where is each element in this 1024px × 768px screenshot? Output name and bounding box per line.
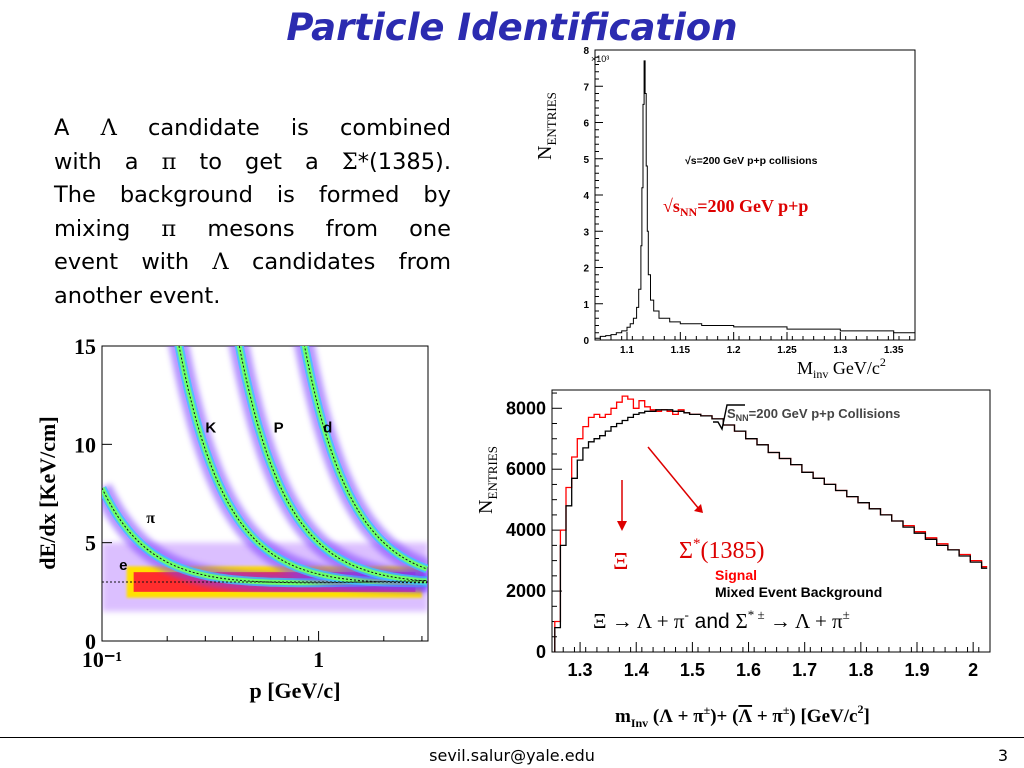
decay-annotation: Ξ → Λ + π- and Σ* ± → Λ + π± bbox=[593, 607, 850, 633]
band-π-curve bbox=[102, 487, 427, 584]
x-tick-label: 1 bbox=[313, 647, 324, 672]
y-axis-label: NENTRIES bbox=[534, 92, 559, 160]
band-label: e bbox=[119, 557, 127, 574]
y-tick-label: 8 bbox=[583, 46, 589, 57]
sigma-annotation: Σ*(1385) bbox=[679, 536, 764, 564]
band-label: π bbox=[146, 510, 155, 527]
background-series-line bbox=[554, 409, 988, 652]
legend-entry: Signal bbox=[715, 567, 757, 583]
x-axis-label: Minv GeV/c2 bbox=[797, 355, 886, 380]
y-tick-label: 4000 bbox=[506, 520, 546, 540]
y-tick-label: 4 bbox=[583, 191, 589, 202]
xi-annotation: Ξ bbox=[613, 549, 628, 575]
x-tick-label: 2 bbox=[968, 660, 978, 680]
paragraph-line: with a π to get a Σ*(1385). bbox=[54, 148, 451, 175]
band-p-curve bbox=[238, 346, 427, 582]
x-tick-label: 1.4 bbox=[624, 660, 649, 680]
sigma-arrow bbox=[647, 446, 700, 510]
inner-label: √s=200 GeV p+p collisions bbox=[685, 155, 818, 167]
footer-email: sevil.salur@yale.edu bbox=[429, 746, 595, 765]
y-tick-label: 0 bbox=[536, 642, 546, 662]
band-label: P bbox=[274, 420, 284, 437]
x-axis-label: mInv (Λ + π±)+ (Λ + π±) [GeV/c2] bbox=[615, 702, 870, 730]
legend-entry: Mixed Event Background bbox=[715, 584, 882, 600]
x-tick-label: 1.3 bbox=[833, 345, 847, 356]
y-tick-label: 1 bbox=[583, 300, 589, 311]
footer-divider bbox=[0, 737, 1024, 738]
slide-title: Particle Identification bbox=[286, 6, 738, 49]
y-tick-label: 2000 bbox=[506, 581, 546, 601]
x-tick-label: 1.15 bbox=[671, 345, 691, 356]
y-axis-label: dE/dx [KeV/cm] bbox=[35, 416, 60, 569]
y-tick-label: 3 bbox=[583, 227, 589, 238]
y-tick-label: 5 bbox=[583, 155, 589, 166]
x-tick-label: 1.1 bbox=[620, 345, 634, 356]
y-axis-label: NENTRIES bbox=[475, 446, 500, 514]
y-tick-label: 7 bbox=[583, 82, 589, 93]
band-label: d bbox=[323, 420, 332, 437]
y-tick-label: 2 bbox=[583, 264, 589, 275]
paragraph-line: The background is formed by bbox=[54, 182, 451, 208]
x-tick-label: 1.25 bbox=[777, 345, 797, 356]
x-tick-label: 1.2 bbox=[727, 345, 741, 356]
x-tick-label: 10⁻¹ bbox=[82, 647, 122, 672]
x-axis-label: p [GeV/c] bbox=[249, 678, 340, 703]
svg-text:SNN=200 GeV p+p Collisions: SNN=200 GeV p+p Collisions bbox=[727, 406, 900, 423]
paragraph-line: A Λ candidate is combined bbox=[54, 115, 451, 141]
description-paragraph: A Λ candidate is combined with a π to get… bbox=[54, 112, 451, 313]
energy-annotation: √sNN=200 GeV p+p bbox=[663, 196, 808, 219]
x-tick-label: 1.8 bbox=[848, 660, 873, 680]
y-tick-label: 5 bbox=[85, 531, 96, 556]
y-tick-label: 10 bbox=[74, 432, 96, 457]
y-tick-label: 0 bbox=[85, 629, 96, 654]
band-d-curve bbox=[304, 346, 428, 570]
x-tick-label: 1.5 bbox=[680, 660, 705, 680]
band-label: K bbox=[205, 420, 216, 437]
x-tick-label: 1.3 bbox=[568, 660, 593, 680]
paragraph-line: another event. bbox=[54, 282, 221, 309]
x-tick-label: 1.7 bbox=[792, 660, 817, 680]
y-tick-label: 6 bbox=[583, 119, 589, 130]
x-tick-label: 1.6 bbox=[736, 660, 761, 680]
lambda-peak-chart: 0 1 2 3 4 5 6 7 8 1.1 1.15 1.2 1.25 1.3 1.35 ×10³ √s=2… bbox=[534, 46, 916, 380]
y-tick-label: 15 bbox=[74, 334, 96, 359]
y-tick-label: 6000 bbox=[506, 459, 546, 479]
y-tick-label: 0 bbox=[583, 336, 589, 347]
paragraph-line: event with Λ candidates from bbox=[54, 249, 452, 275]
inner-label: SNN=200 GeV p+p Collisions bbox=[713, 404, 900, 431]
paragraph-line: mixing π mesons from one bbox=[54, 215, 452, 242]
x-tick-label: 1.35 bbox=[884, 345, 904, 356]
y-tick-label: 8000 bbox=[506, 398, 546, 418]
axis-multiplier: ×10³ bbox=[591, 54, 609, 64]
plot-frame bbox=[594, 49, 916, 341]
series-line bbox=[595, 60, 916, 339]
x-tick-label: 1.9 bbox=[904, 660, 929, 680]
page-number: 3 bbox=[997, 746, 1008, 765]
